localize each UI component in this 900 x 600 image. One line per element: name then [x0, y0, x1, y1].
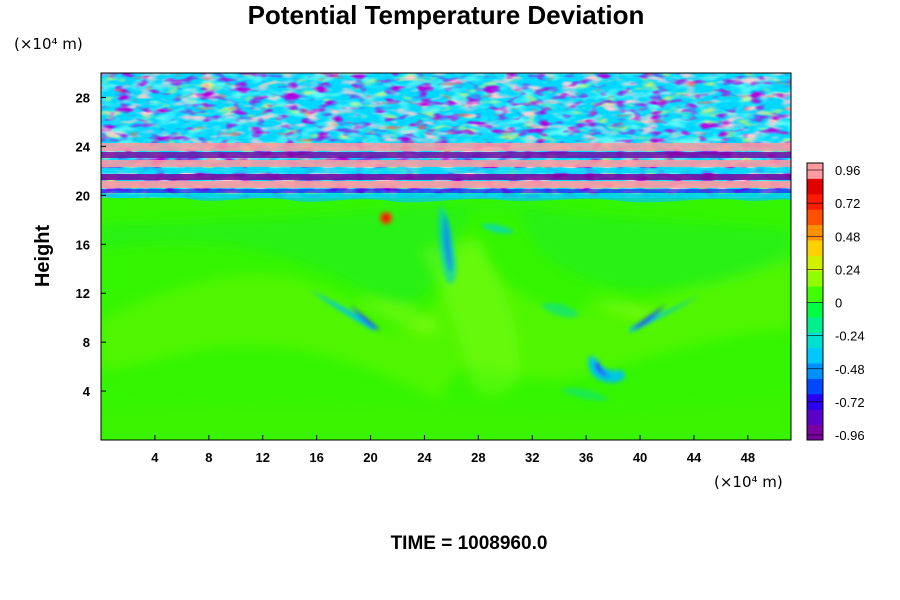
- colorbar-swatch: [807, 316, 823, 333]
- colorbar-swatch: [807, 224, 823, 241]
- y-axis-label: Height: [32, 225, 54, 288]
- colorbar-tick-label: -0.96: [835, 428, 865, 443]
- colorbar: 0.96 0.72 0.48 0.24 0 -0.24 -0.48 -0.72 -0.96: [806, 162, 865, 443]
- x-tick-label: 8: [205, 450, 212, 465]
- colorbar-tick-label: 0.96: [835, 163, 860, 178]
- colorbar-swatch: [807, 239, 823, 256]
- colorbar-swatch: [807, 209, 823, 226]
- x-tick-label: 48: [741, 450, 755, 465]
- colorbar-swatch: [807, 378, 823, 395]
- colorbar-swatch: [807, 193, 823, 210]
- y-tick-label: 20: [76, 188, 90, 203]
- colorbar-tick-label: 0: [835, 296, 842, 311]
- x-tick-label: 12: [255, 450, 269, 465]
- y-unit-label: (×10⁴ m): [14, 35, 83, 53]
- colorbar-swatch: [807, 347, 823, 364]
- x-tick-label: 28: [471, 450, 485, 465]
- chart-title: Potential Temperature Deviation: [248, 0, 645, 30]
- colorbar-tick-label: 0.24: [835, 262, 860, 277]
- x-unit-label: (×10⁴ m): [714, 473, 783, 491]
- y-tick-label: 8: [83, 335, 90, 350]
- y-tick-label: 16: [76, 237, 90, 252]
- colorbar-frame: [806, 162, 824, 441]
- colorbar-swatch: [807, 255, 823, 272]
- x-tick-label: 20: [363, 450, 377, 465]
- x-axis-ticks: 4 8 12 16 20 24 28 32 36 40 44 48: [151, 435, 755, 465]
- x-tick-label: 40: [633, 450, 647, 465]
- time-label: TIME = 1008960.0: [391, 533, 548, 554]
- plot-frame: [100, 72, 792, 441]
- colorbar-tick-label: 0.48: [835, 229, 860, 244]
- y-axis-ticks: 4 8 12 16 20 24 28: [76, 90, 106, 399]
- x-tick-label: 24: [417, 450, 432, 465]
- x-tick-label: 4: [151, 450, 159, 465]
- x-tick-label: 16: [309, 450, 323, 465]
- colorbar-swatch: [807, 163, 823, 179]
- colorbar-tick-label: -0.72: [835, 395, 865, 410]
- troposphere-features: [310, 205, 700, 401]
- colorbar-tick-label: -0.24: [835, 329, 865, 344]
- plot-area: [101, 73, 791, 440]
- y-tick-label: 24: [76, 139, 91, 154]
- colorbar-swatch: [807, 270, 823, 287]
- stratosphere-band: [101, 73, 791, 203]
- y-tick-label: 28: [76, 90, 90, 105]
- colorbar-swatch: [807, 178, 823, 195]
- colorbar-tick-label: 0.72: [835, 196, 860, 211]
- colorbar-swatch: [807, 286, 823, 302]
- colorbar-swatch: [807, 363, 823, 379]
- x-tick-label: 44: [687, 450, 702, 465]
- colorbar-swatch: [807, 424, 823, 441]
- colorbar-swatch: [807, 409, 823, 426]
- colorbar-swatch: [807, 332, 823, 349]
- y-tick-label: 12: [76, 286, 90, 301]
- x-tick-label: 32: [525, 450, 539, 465]
- colorbar-tick-label: -0.48: [835, 362, 865, 377]
- x-tick-label: 36: [579, 450, 593, 465]
- colorbar-swatch: [807, 301, 823, 318]
- y-tick-label: 4: [83, 384, 91, 399]
